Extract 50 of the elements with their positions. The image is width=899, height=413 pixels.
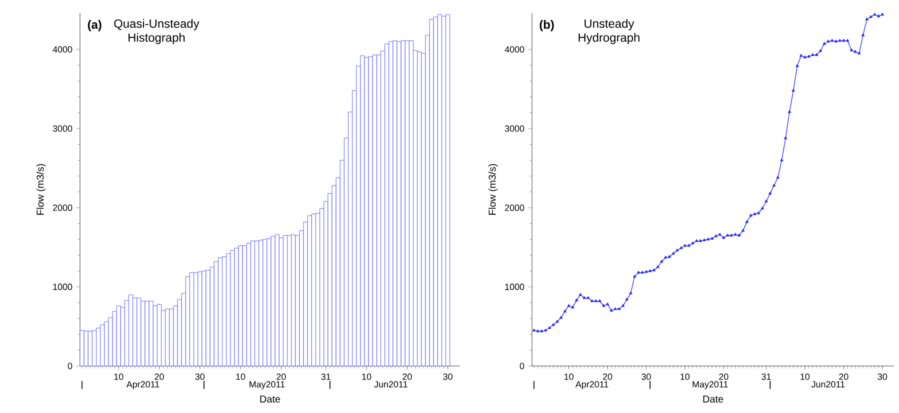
y-tick-label: 3000 (504, 125, 524, 132)
x-tick-label: 10 (800, 374, 810, 380)
text: Jun2011 (374, 381, 408, 388)
y-tick-label: 4000 (52, 46, 72, 53)
bar (144, 300, 150, 366)
text: May2011 (250, 381, 285, 390)
y-axis-title: Flow (m3/s) (36, 164, 46, 215)
text: Apr2011 (575, 381, 608, 390)
x-tick-label: 31 (762, 374, 771, 380)
x-tick-label: 30 (195, 374, 205, 380)
bar (429, 19, 434, 366)
x-tick-label: 30 (443, 374, 452, 380)
text: Quasi-Unsteady Histograph (114, 19, 200, 44)
bar (270, 236, 276, 366)
text: May2011 (692, 381, 728, 390)
y-tick-label: 2000 (53, 204, 72, 211)
x-tick-label: 20 (839, 374, 848, 380)
bar (446, 14, 450, 366)
x-tick-label: 31 (321, 374, 330, 380)
x-tick-label: 20 (154, 374, 164, 380)
y-tick-label: 0 (68, 362, 72, 370)
text: Jun2011 (811, 381, 845, 388)
text: Unsteady Hydrograph (578, 19, 640, 44)
text: (a) (88, 20, 102, 32)
bar (242, 245, 247, 366)
x-axis-title: Date (260, 396, 280, 403)
bar (84, 330, 88, 366)
x-tick-label: 10 (362, 374, 372, 380)
x-tick-label: 20 (602, 374, 612, 380)
bar (368, 56, 373, 366)
y-tick-label: 1000 (505, 284, 524, 290)
y-axis-title: Flow (m3/s) (488, 164, 498, 215)
x-tick-label: 10 (114, 374, 124, 380)
x-tick-label: 10 (680, 374, 690, 380)
y-tick-label: 0 (520, 362, 524, 370)
x-axis-title: Date (703, 396, 724, 403)
x-tick-label: 10 (564, 374, 574, 380)
y-tick-label: 2000 (505, 204, 524, 211)
x-tick-label: 20 (276, 374, 286, 380)
y-tick-label: 3000 (52, 125, 72, 132)
x-tick-label: 20 (719, 374, 728, 380)
x-tick-label: 30 (878, 374, 888, 380)
x-tick-label: 10 (236, 374, 246, 380)
y-tick-label: 4000 (504, 46, 524, 53)
text: Apr2011 (126, 381, 160, 390)
x-tick-label: 20 (402, 374, 412, 380)
bar (400, 40, 406, 366)
text: (b) (540, 20, 554, 32)
x-tick-label: 30 (642, 374, 651, 380)
y-tick-label: 1000 (53, 284, 72, 290)
